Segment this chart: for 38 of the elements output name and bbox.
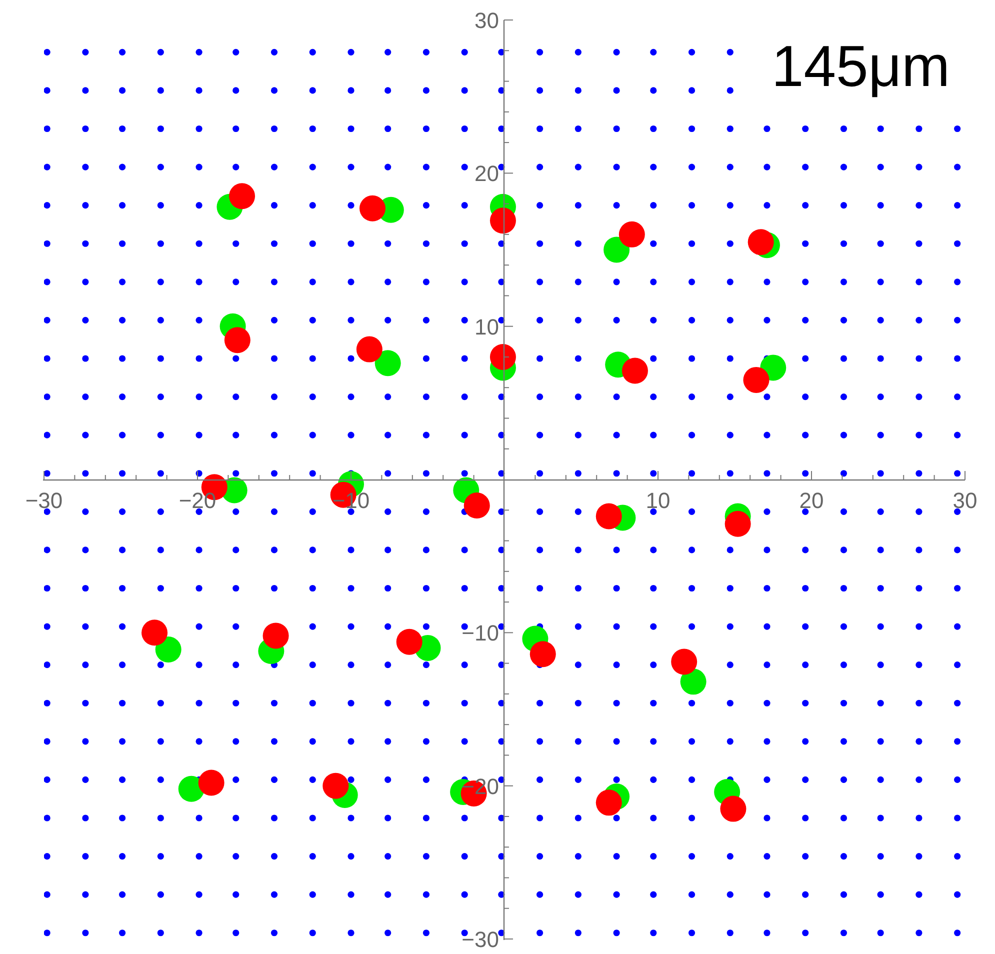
y-tick-label: 30: [474, 8, 499, 33]
x-tick-label: −30: [25, 488, 63, 513]
point: [155, 636, 182, 663]
point: [680, 668, 706, 695]
point: [396, 628, 422, 655]
y-tick-label: 10: [474, 314, 499, 340]
x-tick-label: −20: [178, 488, 216, 513]
point: [198, 770, 224, 796]
point: [748, 229, 774, 256]
point: [743, 366, 770, 393]
y-tick-label: −30: [462, 927, 499, 952]
point: [142, 620, 168, 646]
point: [596, 790, 622, 816]
point: [604, 236, 630, 263]
point: [622, 358, 648, 384]
point: [374, 350, 401, 376]
annotation: 145μm: [771, 34, 950, 99]
point: [490, 344, 516, 370]
point: [178, 776, 204, 802]
point: [720, 796, 746, 822]
point: [229, 183, 256, 210]
y-tick-label: −10: [462, 620, 499, 646]
point: [618, 221, 645, 248]
x-tick-label: 30: [952, 488, 978, 513]
point: [490, 208, 516, 234]
point: [596, 503, 622, 530]
x-tick-label: 10: [646, 488, 670, 513]
point: [262, 622, 289, 649]
y-tick-label: 20: [474, 161, 499, 186]
point: [724, 510, 751, 537]
point: [359, 195, 386, 222]
point: [530, 641, 556, 668]
point: [464, 492, 490, 519]
x-tick-label: 20: [799, 488, 824, 513]
point: [356, 336, 382, 362]
point: [322, 772, 349, 799]
point: [671, 648, 698, 675]
point: [224, 327, 250, 354]
